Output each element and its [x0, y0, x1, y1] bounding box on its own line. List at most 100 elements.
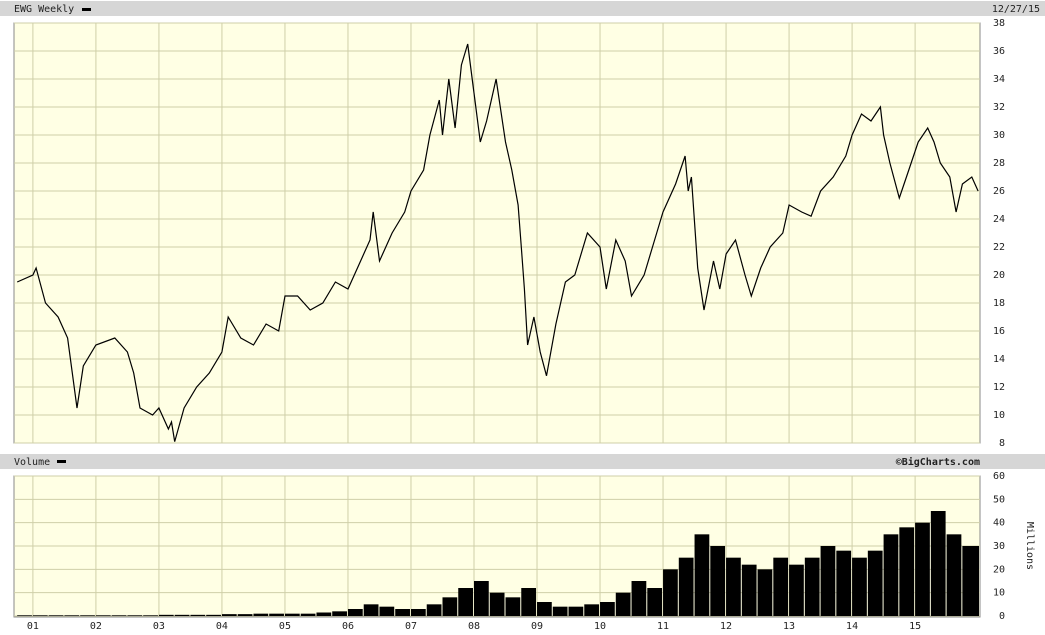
volume-bar [489, 592, 505, 616]
y-tick-label: 50 [993, 494, 1005, 505]
volume-bar [726, 557, 741, 616]
y-tick-label: 36 [993, 46, 1005, 57]
volume-bar [17, 615, 32, 616]
volume-bar [521, 588, 537, 616]
y-tick-label: 20 [993, 564, 1005, 575]
y-tick-label: 30 [993, 130, 1005, 141]
volume-bar [127, 615, 143, 616]
y-tick-label: 22 [993, 242, 1005, 253]
y-tick-label: 40 [993, 518, 1005, 529]
volume-bar [962, 546, 979, 616]
volume-bar [426, 604, 442, 616]
volume-bar [852, 557, 867, 616]
volume-bar [48, 615, 64, 616]
volume-bar [442, 597, 458, 616]
volume-bar [836, 550, 852, 616]
volume-bar [663, 569, 678, 616]
volume-bar [615, 592, 631, 616]
volume-bar [741, 564, 757, 616]
volume-bar [32, 615, 48, 616]
volume-bar [237, 614, 253, 616]
volume-bar [678, 557, 694, 616]
volume-bar [600, 602, 615, 616]
y-tick-label: 32 [993, 102, 1005, 113]
volume-bar [773, 557, 789, 616]
y-tick-label: 34 [993, 74, 1005, 85]
volume-bar [64, 615, 80, 616]
volume-bar [300, 613, 316, 616]
date-label: 12/27/15 [992, 4, 1040, 15]
y-tick-label: 0 [999, 611, 1005, 622]
x-tick-label: 14 [846, 621, 858, 632]
volume-bar [899, 527, 915, 616]
volume-bar [694, 534, 710, 616]
volume-bar [253, 613, 269, 616]
x-tick-label: 07 [405, 621, 417, 632]
y-axis-label: Millions [1024, 522, 1035, 570]
header-bar [0, 1, 1045, 16]
x-tick-label: 01 [27, 621, 39, 632]
x-tick-label: 10 [594, 621, 606, 632]
x-tick-label: 13 [783, 621, 795, 632]
volume-bar [804, 557, 820, 616]
y-tick-label: 10 [993, 410, 1005, 421]
volume-title: Volume [14, 457, 50, 468]
legend-swatch [82, 8, 91, 11]
volume-bar [584, 604, 600, 616]
y-tick-label: 20 [993, 270, 1005, 281]
volume-bar [395, 609, 410, 616]
volume-bar [647, 588, 663, 616]
x-tick-label: 11 [657, 621, 669, 632]
x-tick-label: 15 [909, 621, 921, 632]
x-tick-label: 09 [531, 621, 543, 632]
y-tick-label: 18 [993, 298, 1005, 309]
volume-bar [363, 604, 379, 616]
volume-bar [568, 606, 584, 616]
volume-bar [474, 581, 489, 616]
volume-bar [347, 609, 363, 616]
volume-bar [946, 534, 962, 616]
volume-bar [158, 614, 174, 616]
volume-bar [820, 546, 836, 616]
volume-bar [552, 606, 568, 616]
y-tick-label: 38 [993, 18, 1005, 29]
volume-bar [757, 569, 773, 616]
volume-bar [174, 614, 190, 616]
y-tick-label: 8 [999, 438, 1005, 449]
y-tick-label: 14 [993, 354, 1005, 365]
x-tick-label: 08 [468, 621, 480, 632]
y-tick-label: 30 [993, 541, 1005, 552]
y-tick-label: 24 [993, 214, 1005, 225]
y-tick-label: 60 [993, 471, 1005, 482]
volume-bar [883, 534, 899, 616]
y-tick-label: 10 [993, 588, 1005, 599]
volume-bar [410, 609, 426, 616]
volume-bar [80, 615, 95, 616]
y-tick-label: 16 [993, 326, 1005, 337]
volume-bar [537, 602, 552, 616]
y-tick-label: 28 [993, 158, 1005, 169]
volume-bar [221, 614, 237, 616]
volume-bar [111, 615, 127, 616]
volume-bar [269, 613, 284, 616]
volume-bar [316, 612, 332, 616]
volume-bar [867, 550, 883, 616]
volume-bar [206, 614, 221, 616]
volume-bar [458, 588, 473, 616]
x-tick-label: 12 [720, 621, 732, 632]
x-tick-label: 03 [153, 621, 165, 632]
volume-bar [284, 613, 300, 616]
volume-header-bar [0, 454, 1045, 469]
volume-bar [143, 615, 158, 616]
legend-swatch [57, 460, 66, 463]
x-tick-label: 06 [342, 621, 354, 632]
y-tick-label: 12 [993, 382, 1005, 393]
volume-bar [789, 564, 804, 616]
price-line [16, 43, 979, 442]
volume-bar [505, 597, 521, 616]
chart-title: EWG Weekly [14, 4, 74, 15]
price-plot [13, 22, 981, 444]
credit: ©BigCharts.com [896, 456, 980, 468]
x-tick-label: 04 [216, 621, 228, 632]
